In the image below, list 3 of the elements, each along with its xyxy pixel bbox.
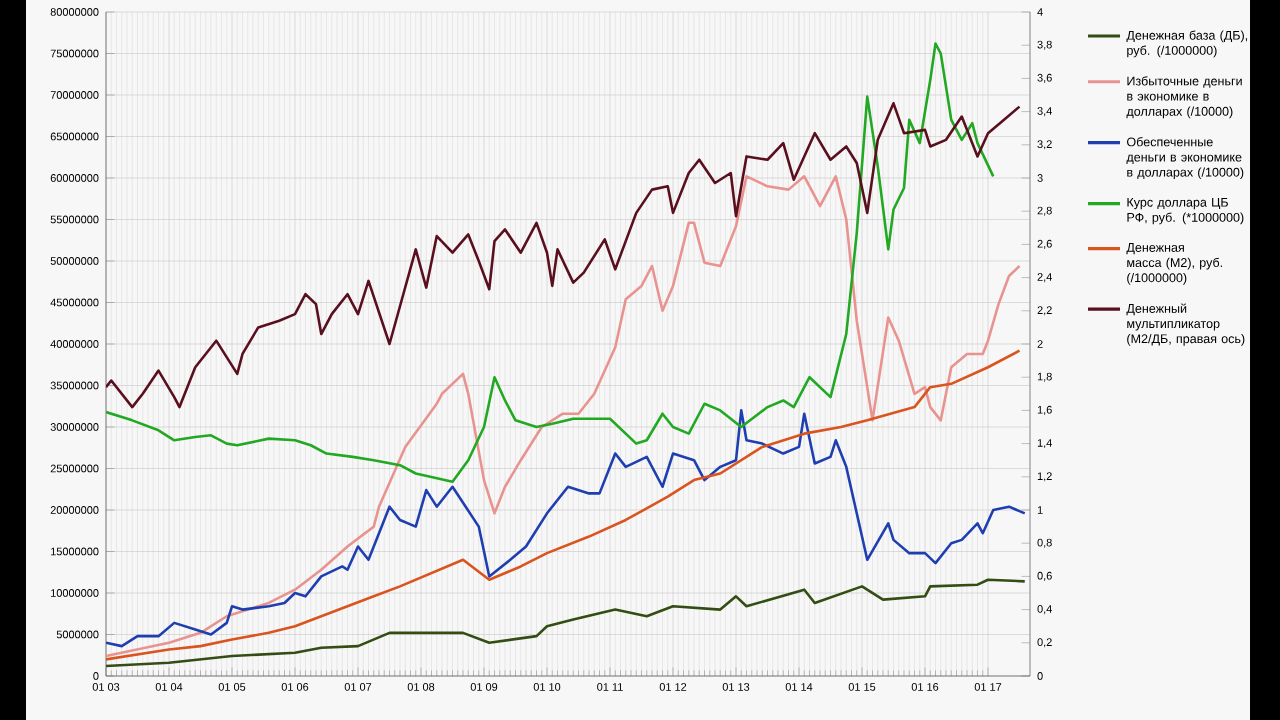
line-series [106,102,1021,409]
line-series [106,42,995,484]
line-series [106,349,1021,661]
